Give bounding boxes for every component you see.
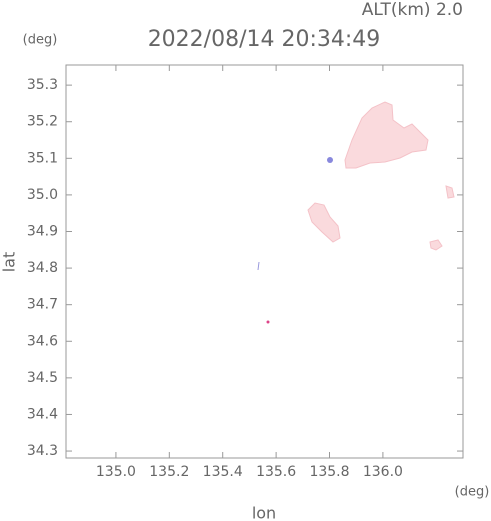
x-tick-label: 136.0: [363, 464, 403, 480]
radar-echoes: [257, 101, 455, 324]
x-axis-label: lon: [252, 504, 276, 521]
y-tick-label: 34.9: [27, 223, 58, 239]
x-tick-label: 135.0: [96, 464, 136, 480]
y-tick-label: 35.0: [27, 187, 58, 203]
echo-area: [429, 239, 443, 251]
y-tick-label: 35.2: [27, 114, 58, 130]
echo-area: [266, 320, 270, 324]
y-tick-label: 35.1: [27, 150, 58, 166]
x-tick-label: 135.8: [309, 464, 349, 480]
chart-title: 2022/08/14 20:34:49: [148, 27, 381, 52]
x-tick-label: 135.6: [256, 464, 296, 480]
y-tick-label: 34.3: [27, 443, 58, 459]
y-axis-label: lat: [0, 252, 19, 273]
y-tick-label: 34.7: [27, 297, 58, 313]
y-tick-label: 34.8: [27, 260, 58, 276]
y-tick-label: 34.4: [27, 406, 58, 422]
echo-area: [307, 202, 341, 243]
x-tick-label: 135.2: [149, 464, 189, 480]
plot-frame: [65, 64, 464, 459]
x-tick-label: 135.4: [203, 464, 243, 480]
y-unit: (deg): [23, 33, 58, 48]
y-tick-label: 35.3: [27, 77, 58, 93]
y-tick-label: 34.5: [27, 370, 58, 386]
echo-area: [344, 101, 429, 169]
altitude-label: ALT(km) 2.0: [362, 0, 463, 20]
y-tick-label: 34.6: [27, 333, 58, 349]
echo-area: [257, 261, 260, 271]
echo-area: [327, 157, 333, 163]
x-unit: (deg): [455, 485, 490, 500]
echo-area: [445, 185, 455, 199]
